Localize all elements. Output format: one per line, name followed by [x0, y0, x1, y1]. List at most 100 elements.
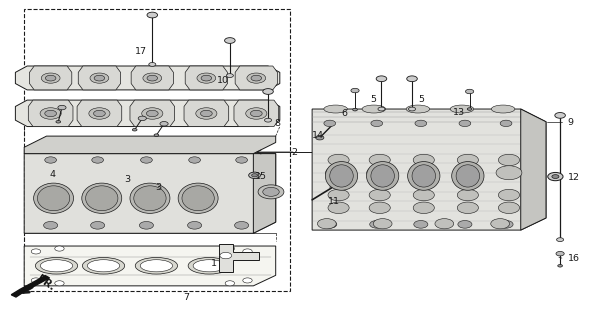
Circle shape: [225, 281, 234, 286]
Circle shape: [263, 188, 279, 196]
Circle shape: [459, 120, 471, 126]
Circle shape: [413, 202, 434, 213]
Circle shape: [160, 122, 168, 126]
Circle shape: [317, 219, 336, 229]
Ellipse shape: [406, 105, 429, 113]
Ellipse shape: [82, 258, 125, 274]
Ellipse shape: [35, 258, 78, 274]
Circle shape: [138, 116, 147, 121]
Circle shape: [414, 220, 428, 228]
Circle shape: [45, 110, 57, 117]
Circle shape: [499, 220, 513, 228]
Circle shape: [252, 174, 257, 177]
Circle shape: [197, 73, 216, 83]
Text: 12: 12: [568, 173, 580, 182]
Circle shape: [94, 75, 105, 81]
Polygon shape: [185, 66, 227, 90]
Circle shape: [326, 166, 352, 180]
Circle shape: [369, 154, 391, 166]
Ellipse shape: [408, 162, 440, 190]
Ellipse shape: [130, 183, 170, 213]
Circle shape: [328, 189, 349, 201]
Circle shape: [556, 252, 564, 256]
Circle shape: [251, 75, 262, 81]
Ellipse shape: [452, 162, 484, 190]
Ellipse shape: [324, 105, 348, 113]
Text: 5: 5: [418, 95, 424, 104]
Text: 4: 4: [49, 170, 55, 179]
Polygon shape: [130, 100, 174, 126]
Ellipse shape: [325, 162, 358, 190]
Text: 13: 13: [453, 108, 465, 117]
Circle shape: [94, 110, 105, 117]
Circle shape: [557, 238, 564, 242]
Text: 11: 11: [328, 197, 340, 206]
Circle shape: [154, 134, 159, 136]
Text: 17: 17: [134, 47, 147, 56]
Circle shape: [91, 221, 105, 229]
Circle shape: [55, 281, 64, 286]
Text: 15: 15: [255, 172, 267, 181]
Circle shape: [45, 157, 57, 163]
Ellipse shape: [178, 183, 218, 213]
Circle shape: [147, 75, 158, 81]
Polygon shape: [24, 136, 276, 154]
Circle shape: [415, 120, 426, 126]
Circle shape: [263, 89, 273, 94]
Circle shape: [324, 120, 336, 126]
Circle shape: [147, 12, 158, 18]
Circle shape: [225, 246, 234, 251]
Circle shape: [328, 202, 349, 213]
Ellipse shape: [371, 165, 395, 187]
Circle shape: [243, 249, 252, 254]
Circle shape: [264, 118, 272, 122]
Circle shape: [496, 166, 522, 180]
Circle shape: [457, 202, 478, 213]
Circle shape: [548, 172, 563, 181]
Circle shape: [353, 108, 358, 111]
Text: 7: 7: [183, 293, 189, 302]
Polygon shape: [219, 244, 259, 271]
Circle shape: [367, 166, 393, 180]
Circle shape: [491, 219, 509, 229]
Circle shape: [246, 108, 267, 119]
Ellipse shape: [87, 260, 120, 272]
Circle shape: [188, 157, 200, 163]
Circle shape: [90, 73, 109, 83]
Ellipse shape: [193, 260, 226, 272]
Text: 6: 6: [342, 109, 348, 118]
Circle shape: [147, 110, 158, 117]
Text: 8: 8: [274, 119, 280, 128]
Circle shape: [224, 38, 235, 44]
Text: 9: 9: [568, 118, 574, 127]
Circle shape: [465, 89, 474, 94]
Circle shape: [458, 220, 472, 228]
Circle shape: [328, 154, 349, 166]
Ellipse shape: [188, 258, 230, 274]
Circle shape: [316, 135, 324, 140]
Circle shape: [323, 220, 337, 228]
Polygon shape: [253, 154, 276, 233]
Circle shape: [351, 88, 359, 93]
Polygon shape: [235, 66, 277, 90]
Ellipse shape: [362, 105, 386, 113]
Ellipse shape: [412, 165, 435, 187]
Circle shape: [143, 73, 162, 83]
Circle shape: [44, 221, 58, 229]
Circle shape: [45, 75, 56, 81]
Circle shape: [370, 220, 384, 228]
Circle shape: [243, 278, 252, 283]
Circle shape: [552, 175, 559, 179]
Circle shape: [55, 246, 64, 251]
Circle shape: [234, 221, 249, 229]
Polygon shape: [78, 66, 121, 90]
Circle shape: [407, 76, 418, 82]
Ellipse shape: [450, 105, 474, 113]
Ellipse shape: [140, 260, 173, 272]
Polygon shape: [24, 246, 276, 286]
Circle shape: [250, 110, 262, 117]
Circle shape: [498, 154, 519, 166]
Ellipse shape: [82, 183, 122, 213]
Ellipse shape: [491, 105, 515, 113]
Ellipse shape: [41, 260, 72, 272]
